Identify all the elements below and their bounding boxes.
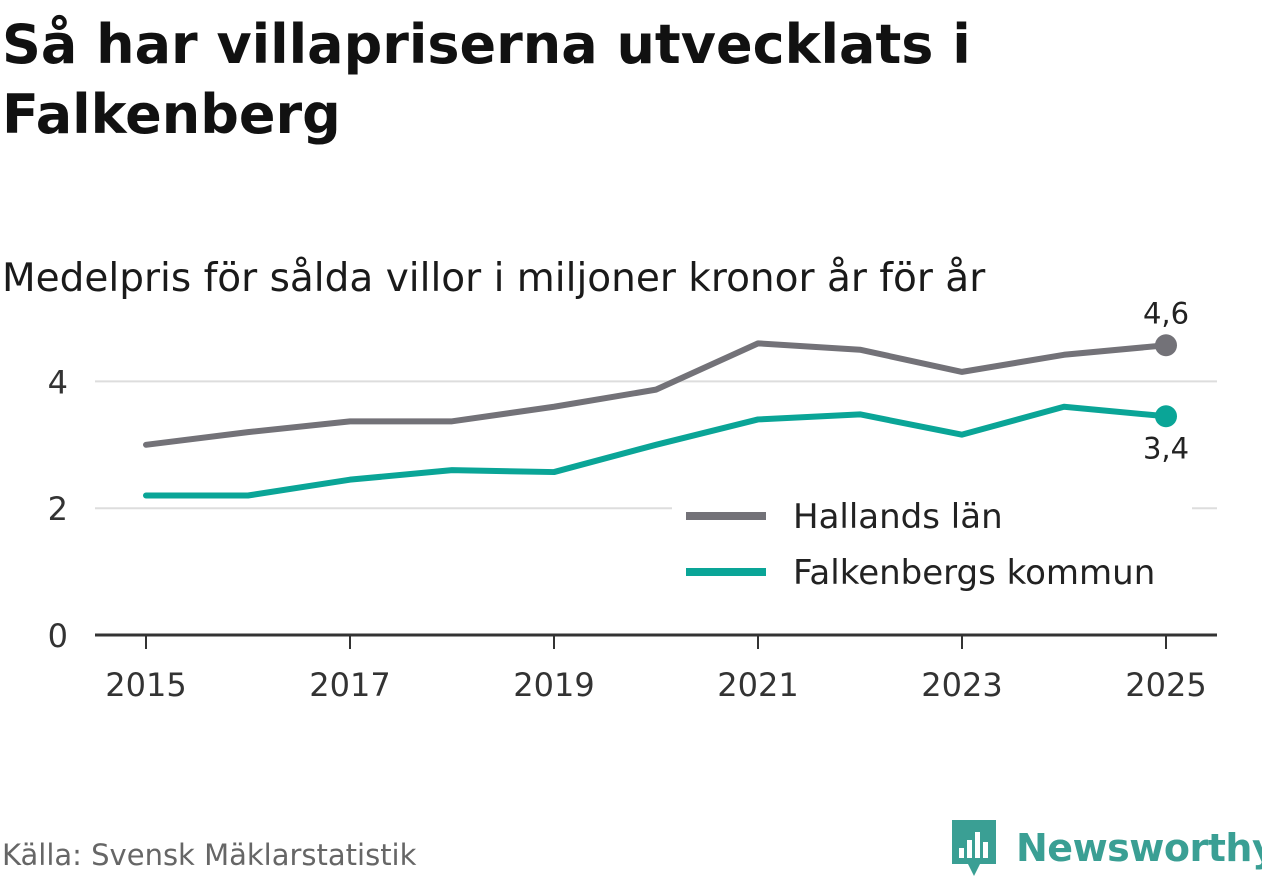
- y-tick-label: 2: [48, 490, 68, 528]
- axes: 0 2 4 2015 2017 2019 2021 2023 2025: [48, 363, 1217, 704]
- y-tick-label: 0: [48, 617, 68, 655]
- brand-logo: Newsworthy: [950, 818, 1262, 878]
- series-end-marker: [1155, 405, 1177, 428]
- x-tick-label: 2019: [513, 666, 594, 704]
- chart-title: Så har villapriserna utvecklats i Falken…: [2, 13, 971, 146]
- series-end-marker: [1155, 334, 1177, 357]
- legend: Hallands län Falkenbergs kommun 4,6 3,4: [672, 296, 1192, 602]
- end-value-label: 4,6: [1143, 296, 1189, 330]
- chart-subtitle: Medelpris för sålda villor i miljoner kr…: [2, 256, 986, 301]
- end-value-label: 3,4: [1143, 431, 1189, 465]
- series-line: [143, 340, 1169, 448]
- x-tick-label: 2015: [105, 666, 186, 704]
- x-tick-label: 2023: [921, 666, 1002, 704]
- legend-label: Falkenbergs kommun: [793, 553, 1155, 593]
- source-note: Källa: Svensk Mäklarstatistik: [2, 838, 417, 872]
- x-tick-label: 2017: [309, 666, 390, 704]
- legend-label: Hallands län: [793, 497, 1003, 537]
- x-tick-label: 2021: [717, 666, 798, 704]
- x-tick-label: 2025: [1125, 666, 1206, 704]
- brand-name: Newsworthy: [1016, 826, 1262, 870]
- y-tick-label: 4: [48, 363, 68, 401]
- newsworthy-logo-icon: [952, 820, 996, 876]
- series: [143, 334, 1177, 499]
- legend-background: [672, 484, 1192, 602]
- series-line: [143, 403, 1169, 499]
